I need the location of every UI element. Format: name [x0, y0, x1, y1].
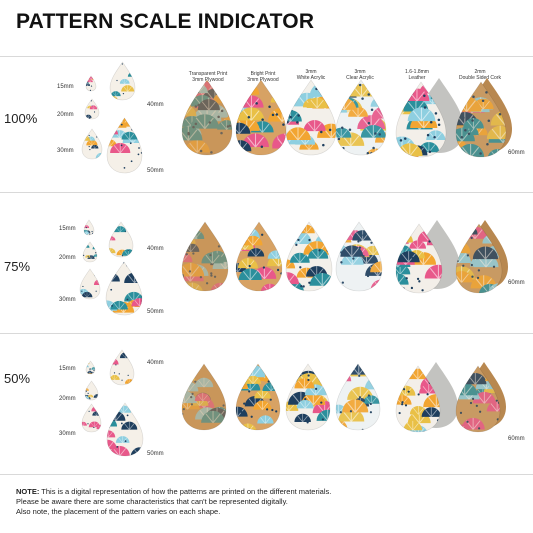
material-drop	[335, 221, 383, 292]
note-line-2: Please be aware there are some character…	[16, 497, 288, 506]
scale-label-50: 50%	[4, 371, 31, 386]
size-sample-drop	[109, 61, 136, 101]
size-sample-drop	[82, 241, 98, 263]
size-sample-drop	[85, 360, 96, 375]
material-drop	[285, 221, 333, 292]
note-label: NOTE:	[16, 487, 40, 496]
material-drop	[455, 223, 503, 294]
note-line-3: Also note, the placement of the pattern …	[16, 507, 221, 516]
divider-2	[0, 333, 533, 334]
size-sample-drop	[81, 403, 102, 433]
material-drop	[181, 221, 229, 292]
size-label-50mm: 50mm	[147, 451, 164, 457]
material-label-clear-acrylic: 3mm Clear Acrylic	[346, 69, 374, 81]
page-title: PATTERN SCALE INDICATOR	[16, 10, 315, 33]
material-label-transparent-plywood: Transparent Print 3mm Plywood	[188, 71, 228, 83]
size-label-20mm: 20mm	[59, 396, 76, 402]
material-drop	[285, 363, 331, 431]
divider-1	[0, 192, 533, 193]
size-label-50mm: 50mm	[147, 168, 164, 174]
size-sample-drop	[83, 219, 95, 236]
material-label-white-acrylic: 3mm White Acrylic	[296, 69, 326, 81]
size-sample-drop	[105, 261, 143, 316]
size-sample-drop	[85, 75, 97, 92]
material-drop	[181, 363, 227, 431]
size-label-30mm: 30mm	[59, 297, 76, 303]
note-text: NOTE: This is a digital representation o…	[16, 487, 526, 517]
size-sample-drop	[106, 402, 144, 457]
material-drop	[181, 79, 233, 156]
size-label-30mm: 30mm	[57, 148, 74, 154]
size-label-40mm: 40mm	[147, 246, 164, 252]
material-drop	[335, 363, 381, 431]
note-line-1: This is a digital representation of how …	[39, 487, 332, 496]
size-label-30mm: 30mm	[59, 431, 76, 437]
size-label-40mm: 40mm	[147, 102, 164, 108]
size-label-60mm: 60mm	[508, 436, 525, 442]
size-label-20mm: 20mm	[59, 255, 76, 261]
size-label-60mm: 60mm	[508, 280, 525, 286]
size-label-60mm: 60mm	[508, 150, 525, 156]
size-label-20mm: 20mm	[57, 112, 74, 118]
divider-3	[0, 474, 533, 475]
material-label-leather: 1.6-1.8mm Leather	[405, 69, 429, 81]
size-sample-drop	[106, 117, 143, 174]
size-label-15mm: 15mm	[59, 226, 76, 232]
size-label-50mm: 50mm	[147, 309, 164, 315]
material-drop	[235, 363, 281, 431]
material-drop	[235, 221, 283, 292]
size-sample-drop	[84, 98, 100, 120]
material-label-cork: 2mm Double Sided Cork	[459, 69, 501, 81]
size-sample-drop	[79, 268, 101, 300]
size-sample-drop	[84, 380, 99, 401]
size-label-15mm: 15mm	[57, 84, 74, 90]
size-sample-drop	[108, 221, 134, 258]
material-drop	[335, 79, 387, 156]
scale-label-100: 100%	[4, 111, 38, 126]
divider-top	[0, 56, 533, 57]
size-label-15mm: 15mm	[59, 366, 76, 372]
size-sample-drop	[81, 128, 103, 160]
scale-label-75: 75%	[4, 259, 31, 274]
size-label-40mm: 40mm	[147, 360, 164, 366]
size-sample-drop	[109, 349, 135, 386]
material-label-bright-plywood: Bright Print 3mm Plywood	[247, 71, 279, 83]
material-drop	[235, 79, 287, 156]
